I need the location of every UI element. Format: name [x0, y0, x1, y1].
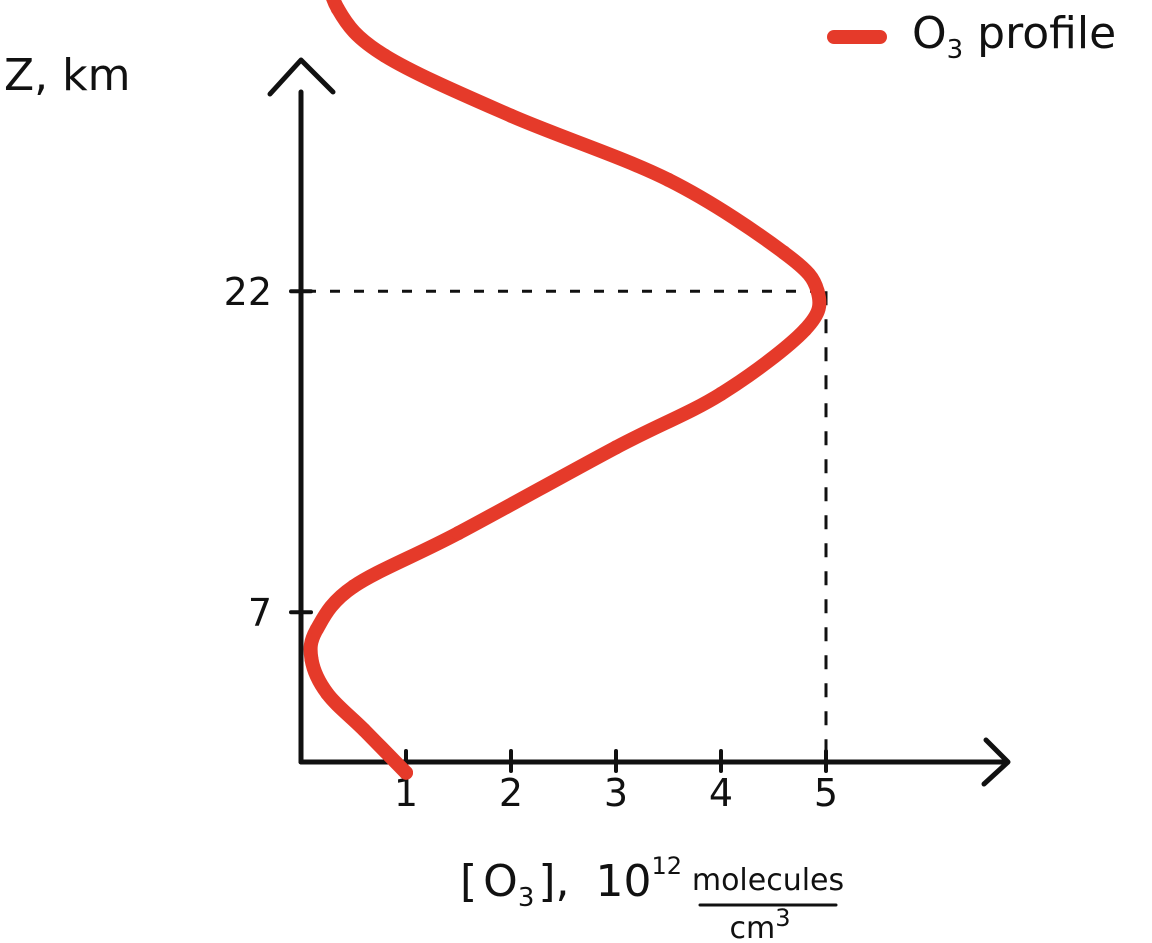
y-tick-label-7: 7 [248, 591, 272, 635]
data-point-12 [661, 172, 676, 187]
data-point-11 [777, 245, 791, 260]
legend-label-suffix: profile [963, 8, 1116, 59]
data-point-10 [810, 284, 825, 299]
x-tick-label-5: 5 [814, 771, 838, 815]
svg-text:cm3: cm3 [730, 904, 791, 943]
x-axis-label: [O3], 1012 molecules cm3 [460, 852, 844, 943]
x-label-power-exponent: 12 [652, 852, 683, 880]
axes [267, 57, 1011, 787]
data-point-14 [378, 48, 392, 63]
series-line-o3-profile [303, 0, 827, 780]
x-label-species: O [483, 856, 518, 907]
data-point-6 [451, 526, 466, 541]
data-point-4 [309, 622, 324, 637]
data-point-9 [798, 322, 812, 337]
y-ticks: 72237 [224, 270, 313, 635]
data-point-1 [357, 722, 371, 737]
data-point-13 [504, 108, 518, 123]
y-axis-label: Z, km [4, 50, 130, 101]
data-point-15 [330, 1, 345, 16]
x-label-bracket-open: [ [460, 856, 477, 907]
data-point-2 [320, 686, 335, 701]
data-point-7 [609, 440, 623, 455]
x-label-unit-numerator: molecules [692, 863, 844, 898]
x-tick-label-3: 3 [604, 771, 628, 815]
x-tick-label-4: 4 [709, 771, 733, 815]
data-point-8 [714, 386, 728, 401]
legend-label-prefix: O [912, 8, 947, 59]
data-point-3 [304, 652, 319, 667]
x-label-species-subscript: 3 [518, 883, 535, 913]
data-point-0 [399, 765, 413, 780]
x-label-unit-denominator-exponent: 3 [775, 904, 790, 932]
x-label-power-base: 10 [596, 856, 652, 907]
x-tick-label-2: 2 [499, 771, 523, 815]
series-layer [303, 0, 827, 780]
x-axis-arrowhead [981, 737, 1011, 787]
x-label-unit-denominator: cm [730, 911, 776, 943]
legend-label-subscript: 3 [947, 35, 964, 65]
legend: O3 profile [827, 8, 1116, 65]
y-axis-arrowhead [267, 57, 336, 97]
svg-text:O3 profile: O3 profile [912, 8, 1116, 65]
data-point-5 [346, 579, 361, 594]
x-label-bracket-close: ], [538, 856, 569, 907]
y-tick-label-22: 22 [224, 270, 272, 314]
svg-text:[O3],1012: [O3], 1012 [460, 852, 682, 913]
guide-lines [306, 289, 831, 758]
